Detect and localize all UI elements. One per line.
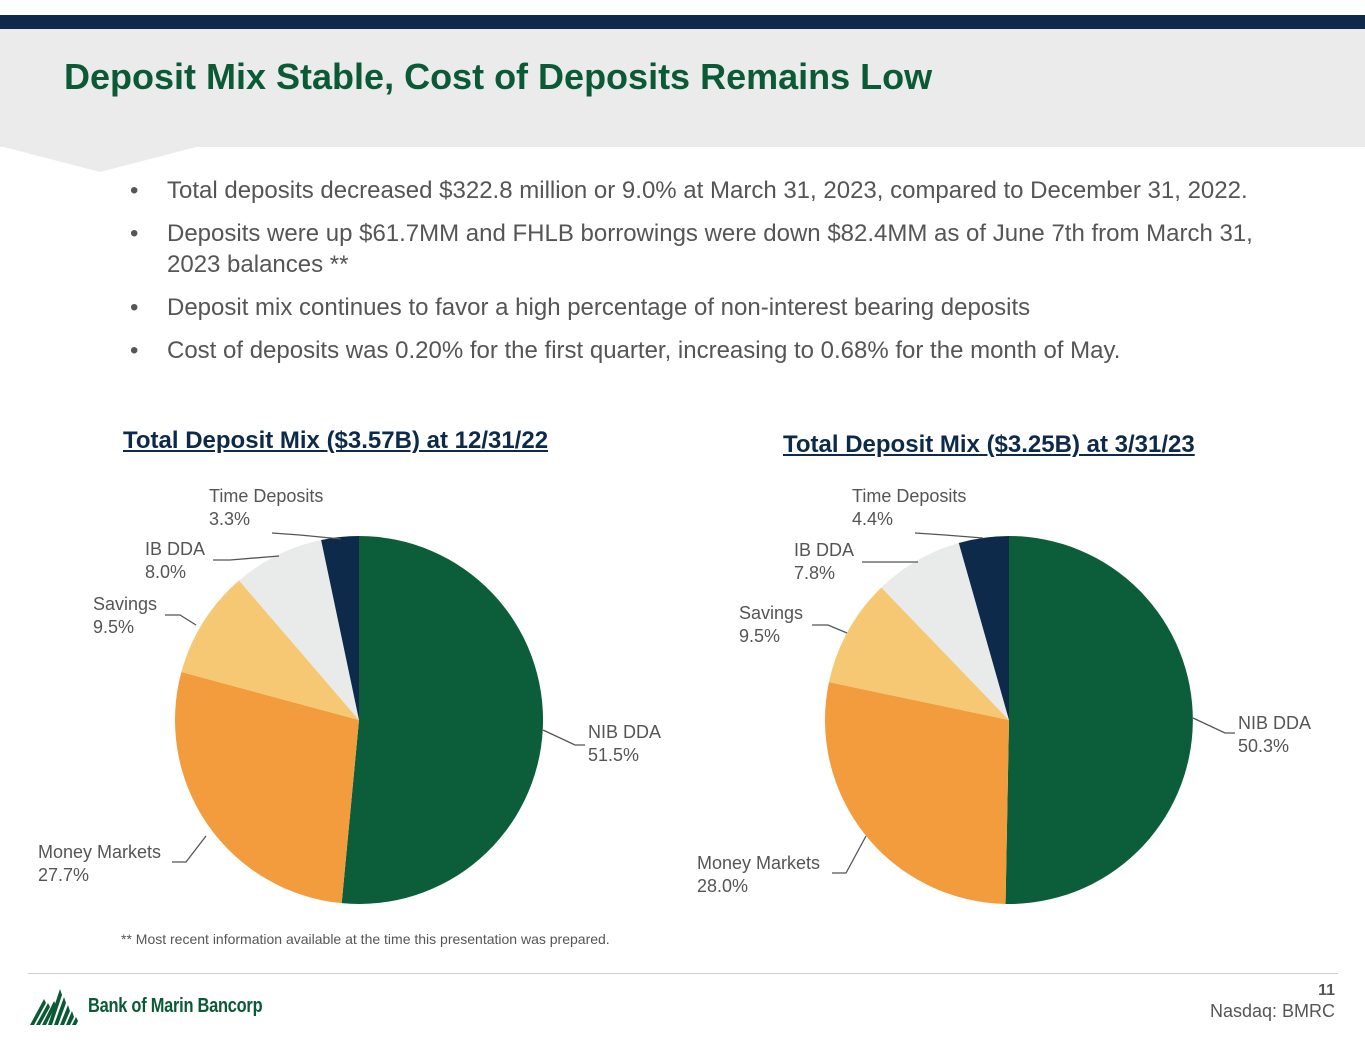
slice-value-time-deposits: 3.3% (209, 509, 250, 529)
mountain-logo-icon (30, 989, 78, 1025)
bullet-list: Total deposits decreased $322.8 million … (130, 175, 1290, 378)
company-name: Bank of Marin Bancorp (88, 994, 263, 1017)
leader-line-savings (812, 624, 848, 634)
slice-label-ib-dda: IB DDA (794, 540, 854, 560)
deposit-mix-pies: NIB DDA 51.5% Money Markets 27.7% Savings 9.5… (38, 486, 1311, 904)
bullet-item: Deposit mix continues to favor a high pe… (130, 292, 1290, 323)
page-number: 11 (1318, 982, 1335, 999)
pie-slice-savings (181, 580, 359, 720)
slice-value-money-markets: 28.0% (697, 876, 748, 896)
chart-title-dec-2022: Total Deposit Mix ($3.57B) at 12/31/22 (123, 427, 549, 454)
slice-value-savings: 9.5% (739, 626, 780, 646)
pie-slice-money-markets (175, 672, 359, 904)
leader-line-money-markets (832, 835, 867, 874)
company-logo: Bank of Marin Bancorp (30, 987, 301, 1025)
pie-chart-mar-2023: NIB DDA 50.3% Money Markets 28.0% Savings 9.5… (697, 486, 1311, 904)
pie-slice-savings (828, 587, 1009, 720)
pie-slice-nib-dda (341, 536, 544, 904)
bullet-item: Deposits were up $61.7MM and FHLB borrow… (130, 218, 1290, 280)
leader-line-time-deposits (914, 532, 984, 539)
pie-slice-money-markets (824, 682, 1009, 904)
ticker-label: Nasdaq: BMRC (1209, 1001, 1335, 1021)
slice-label-money-markets: Money Markets (38, 842, 161, 862)
pie-chart-dec-2022: NIB DDA 51.5% Money Markets 27.7% Savings 9.5… (38, 486, 661, 904)
leader-line-time-deposits (271, 532, 342, 540)
footnote: ** Most recent information available at … (121, 931, 610, 947)
pie-slice-time-deposits (958, 536, 1009, 720)
slice-value-ib-dda: 8.0% (145, 562, 186, 582)
bullet-item: Total deposits decreased $322.8 million … (130, 175, 1290, 206)
pie-slice-time-deposits (321, 536, 359, 720)
page-title: Deposit Mix Stable, Cost of Deposits Rem… (64, 56, 933, 97)
leader-line-ib-dda (213, 555, 280, 561)
header-notch (0, 146, 200, 172)
slice-value-savings: 9.5% (93, 617, 134, 637)
slice-label-time-deposits: Time Deposits (209, 486, 323, 506)
top-accent-bar (0, 15, 1365, 29)
pie-slice-ib-dda (239, 539, 359, 720)
slice-value-time-deposits: 4.4% (852, 509, 893, 529)
slice-value-money-markets: 27.7% (38, 865, 89, 885)
slice-label-ib-dda: IB DDA (145, 539, 205, 559)
slice-label-savings: Savings (739, 603, 803, 623)
leader-line-nib-dda (542, 729, 585, 746)
pie-slice-nib-dda (1005, 536, 1193, 904)
leader-line-savings (165, 614, 197, 626)
leader-line-money-markets (172, 835, 207, 863)
slice-label-time-deposits: Time Deposits (852, 486, 966, 506)
slice-label-nib-dda: NIB DDA (1238, 713, 1311, 733)
slice-value-nib-dda: 50.3% (1238, 736, 1289, 756)
leader-line-nib-dda (1192, 717, 1235, 734)
pie-slice-ib-dda (881, 542, 1009, 720)
slice-value-ib-dda: 7.8% (794, 563, 835, 583)
slice-label-nib-dda: NIB DDA (588, 722, 661, 742)
slice-label-savings: Savings (93, 594, 157, 614)
header-band (0, 29, 1365, 147)
chart-title-mar-2023: Total Deposit Mix ($3.25B) at 3/31/23 (783, 431, 1195, 458)
bullet-item: Cost of deposits was 0.20% for the first… (130, 335, 1290, 366)
slice-value-nib-dda: 51.5% (588, 745, 639, 765)
footer-divider (28, 973, 1338, 974)
slice-label-money-markets: Money Markets (697, 853, 820, 873)
